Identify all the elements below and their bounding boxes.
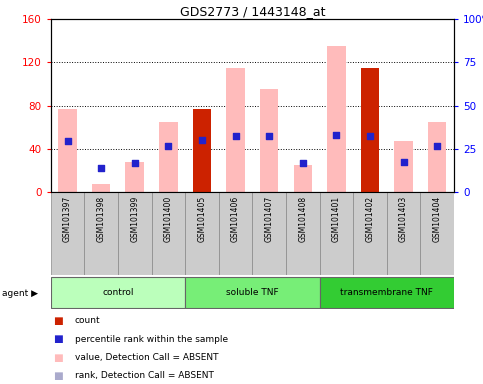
Bar bbox=[227, 68, 245, 192]
Point bbox=[232, 133, 240, 139]
Text: GSM101407: GSM101407 bbox=[265, 196, 274, 242]
Bar bbox=[159, 122, 178, 192]
Point bbox=[131, 160, 139, 166]
Text: value, Detection Call = ABSENT: value, Detection Call = ABSENT bbox=[75, 353, 218, 362]
Text: ■: ■ bbox=[53, 371, 63, 381]
Bar bbox=[361, 68, 379, 192]
Bar bbox=[85, 192, 118, 275]
Text: rank, Detection Call = ABSENT: rank, Detection Call = ABSENT bbox=[75, 371, 214, 381]
Bar bbox=[51, 277, 185, 308]
Text: GSM101401: GSM101401 bbox=[332, 196, 341, 242]
Point bbox=[64, 138, 71, 144]
Text: count: count bbox=[75, 316, 100, 325]
Text: GSM101400: GSM101400 bbox=[164, 196, 173, 242]
Bar bbox=[118, 192, 152, 275]
Bar bbox=[387, 192, 420, 275]
Bar bbox=[394, 141, 413, 192]
Bar bbox=[152, 192, 185, 275]
Title: GDS2773 / 1443148_at: GDS2773 / 1443148_at bbox=[180, 5, 325, 18]
Text: GSM101403: GSM101403 bbox=[399, 196, 408, 242]
Bar bbox=[51, 192, 85, 275]
Bar bbox=[58, 109, 77, 192]
Text: GSM101405: GSM101405 bbox=[198, 196, 206, 242]
Bar bbox=[353, 192, 387, 275]
Text: GSM101408: GSM101408 bbox=[298, 196, 307, 242]
Text: ■: ■ bbox=[53, 334, 63, 344]
Bar bbox=[185, 192, 219, 275]
Point bbox=[265, 133, 273, 139]
Text: GSM101402: GSM101402 bbox=[366, 196, 374, 242]
Point bbox=[433, 142, 441, 149]
Text: GSM101404: GSM101404 bbox=[433, 196, 442, 242]
Bar bbox=[428, 122, 446, 192]
Text: percentile rank within the sample: percentile rank within the sample bbox=[75, 334, 228, 344]
Bar bbox=[219, 192, 253, 275]
Point bbox=[332, 132, 340, 138]
Bar bbox=[260, 89, 278, 192]
Text: GSM101397: GSM101397 bbox=[63, 196, 72, 242]
Text: control: control bbox=[102, 288, 134, 297]
Text: soluble TNF: soluble TNF bbox=[226, 288, 279, 297]
Point bbox=[366, 133, 374, 139]
Bar bbox=[320, 192, 353, 275]
Bar bbox=[126, 162, 144, 192]
Bar bbox=[294, 165, 312, 192]
Text: transmembrane TNF: transmembrane TNF bbox=[341, 288, 433, 297]
Bar bbox=[185, 277, 320, 308]
Point bbox=[97, 165, 105, 171]
Bar bbox=[286, 192, 320, 275]
Text: ■: ■ bbox=[53, 353, 63, 362]
Point bbox=[165, 142, 172, 149]
Point bbox=[400, 159, 408, 165]
Bar bbox=[320, 277, 454, 308]
Text: agent ▶: agent ▶ bbox=[2, 289, 39, 298]
Bar bbox=[193, 109, 211, 192]
Text: GSM101406: GSM101406 bbox=[231, 196, 240, 242]
Point bbox=[198, 137, 206, 143]
Bar bbox=[92, 184, 111, 192]
Point bbox=[299, 160, 307, 166]
Bar bbox=[253, 192, 286, 275]
Text: GSM101399: GSM101399 bbox=[130, 196, 139, 242]
Text: ■: ■ bbox=[53, 316, 63, 326]
Bar bbox=[420, 192, 454, 275]
Bar bbox=[327, 46, 346, 192]
Text: GSM101398: GSM101398 bbox=[97, 196, 106, 242]
